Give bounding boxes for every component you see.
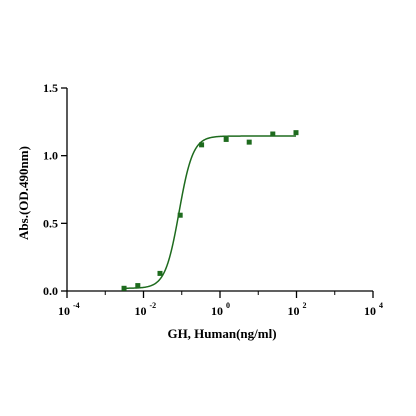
x-axis-title: GH, Human(ng/ml): [167, 326, 276, 341]
y-tick-label: 1.5: [43, 81, 58, 95]
y-axis-title: Abs.(OD.490nm): [16, 146, 31, 240]
x-tick-exponent: -4: [73, 301, 80, 310]
x-tick-exponent: 2: [303, 301, 307, 310]
data-point: [121, 285, 127, 291]
plot-area: 0.00.51.01.510 -4 10 -2 10 0 10 2 10 4: [43, 81, 383, 318]
data-point: [223, 136, 229, 142]
x-tick-exponent: -2: [150, 301, 157, 310]
data-point: [199, 142, 205, 148]
y-tick-label: 0.5: [43, 216, 58, 230]
data-point: [246, 139, 252, 145]
x-tick-label: 10: [364, 304, 376, 318]
x-tick-exponent: 4: [379, 301, 383, 310]
x-tick-label: 10: [288, 304, 300, 318]
x-tick-label: 10: [58, 304, 70, 318]
y-tick-label: 1.0: [43, 149, 58, 163]
data-point: [135, 283, 141, 289]
y-tick-label: 0.0: [43, 284, 58, 298]
x-tick-label: 10: [135, 304, 147, 318]
x-tick-label: 10: [211, 304, 223, 318]
data-point: [270, 131, 276, 137]
x-tick-exponent: 0: [226, 301, 230, 310]
data-point: [157, 270, 163, 276]
data-point: [293, 130, 299, 136]
fit-curve: [124, 135, 296, 289]
data-point: [177, 212, 183, 218]
